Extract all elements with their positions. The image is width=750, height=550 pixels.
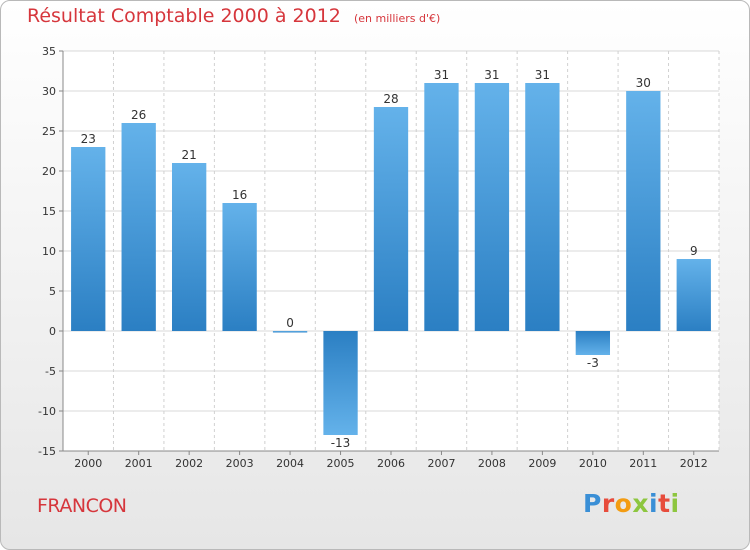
bar <box>676 259 711 331</box>
y-tick-label: 35 <box>42 45 56 58</box>
bar <box>272 331 308 333</box>
x-tick-label: 2006 <box>377 457 405 470</box>
x-tick-label: 2009 <box>528 457 556 470</box>
x-tick-label: 2003 <box>226 457 254 470</box>
title-text: Résultat Comptable 2000 à 2012 <box>27 5 341 27</box>
data-label: 16 <box>232 188 247 202</box>
y-tick-label: 15 <box>42 205 56 218</box>
y-tick-label: -10 <box>38 405 56 418</box>
y-tick-label: 0 <box>49 325 56 338</box>
bar <box>373 107 409 331</box>
x-tick-label: 2001 <box>125 457 153 470</box>
x-tick-label: 2007 <box>427 457 455 470</box>
data-label: 9 <box>690 244 698 258</box>
logo-letter: x <box>632 489 649 518</box>
logo-letter: r <box>601 489 615 518</box>
data-label: 23 <box>81 132 96 146</box>
x-tick-label: 2004 <box>276 457 304 470</box>
bar <box>474 83 510 331</box>
data-label: 31 <box>434 68 449 82</box>
data-label: -13 <box>331 436 351 450</box>
data-label: 28 <box>383 92 398 106</box>
bar <box>121 123 156 331</box>
x-tick-label: 2010 <box>579 457 607 470</box>
commune-name: FRANCON <box>37 495 127 517</box>
x-tick-label: 2008 <box>478 457 506 470</box>
y-tick-label: 10 <box>42 245 56 258</box>
bar <box>71 147 106 331</box>
subtitle-text: (en milliers d'€) <box>353 12 441 25</box>
x-tick-label: 2011 <box>629 457 657 470</box>
logo-letter: i <box>649 489 659 518</box>
y-tick-label: -15 <box>38 445 56 458</box>
data-label: 31 <box>535 68 550 82</box>
logo-letter: t <box>658 489 671 518</box>
y-tick-label: 25 <box>42 125 56 138</box>
y-tick-label: 20 <box>42 165 56 178</box>
y-tick-label: 30 <box>42 85 56 98</box>
data-label: 21 <box>182 148 197 162</box>
bar <box>222 203 257 331</box>
y-tick-label: 5 <box>49 285 56 298</box>
proxiti-logo: Proxiti <box>583 489 680 518</box>
x-tick-label: 2000 <box>74 457 102 470</box>
data-label: -3 <box>587 356 599 370</box>
logo-letter: P <box>583 489 602 518</box>
data-label: 26 <box>131 108 146 122</box>
bar <box>525 83 560 331</box>
logo-letter: i <box>670 489 680 518</box>
logo-letter: o <box>614 489 633 518</box>
data-label: 31 <box>484 68 499 82</box>
bar <box>626 91 661 331</box>
y-tick-label: -5 <box>45 365 56 378</box>
bar <box>323 331 358 435</box>
data-label: 30 <box>636 76 651 90</box>
x-tick-label: 2012 <box>680 457 708 470</box>
x-tick-label: 2002 <box>175 457 203 470</box>
bar <box>424 83 459 331</box>
bar <box>171 163 207 331</box>
bar <box>575 331 611 355</box>
chart-title: Résultat Comptable 2000 à 2012 (en milli… <box>27 5 440 27</box>
data-label: 0 <box>286 316 294 330</box>
x-tick-label: 2005 <box>327 457 355 470</box>
